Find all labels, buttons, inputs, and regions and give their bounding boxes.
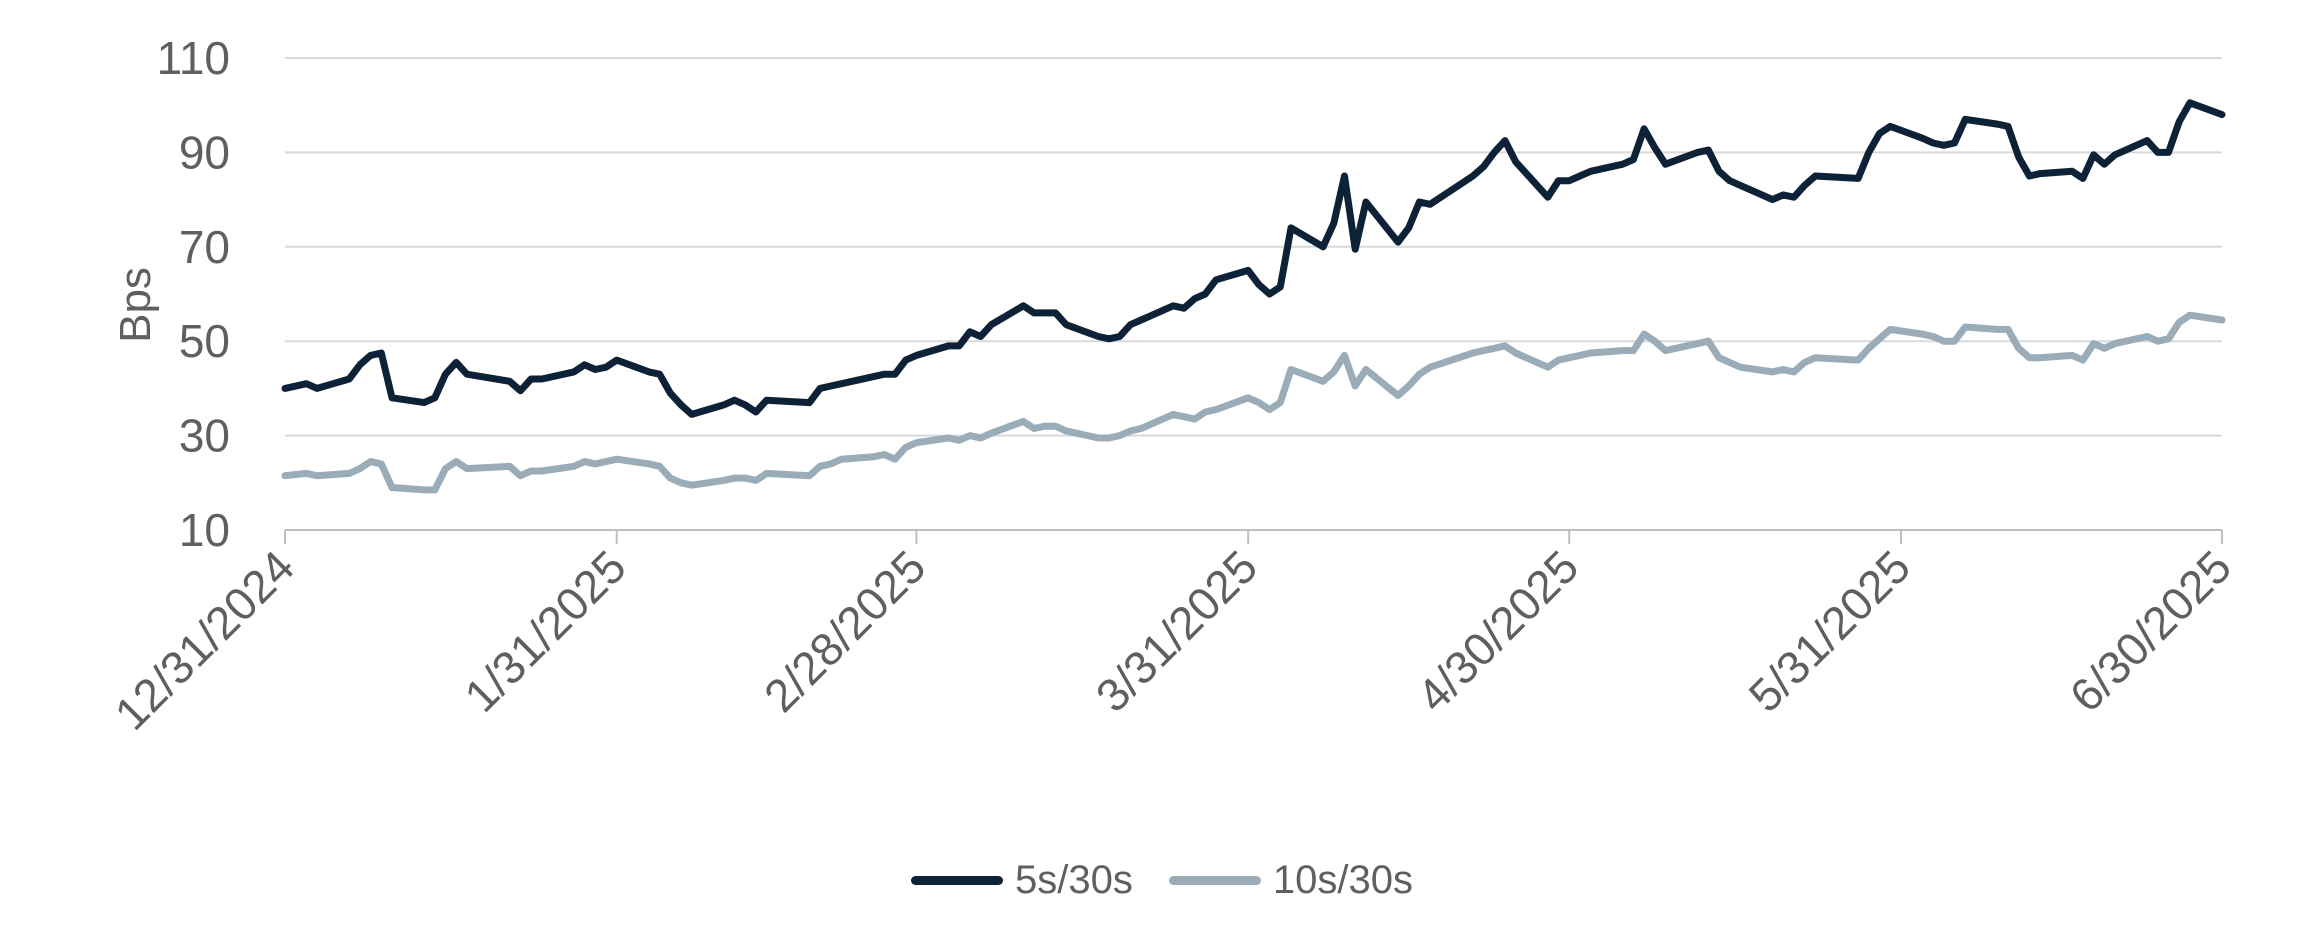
y-tick-label: 30	[179, 410, 230, 462]
y-axis-label: Bps	[111, 267, 160, 343]
series-line-10s30s	[281, 311, 2226, 494]
y-axis-ticks: 10 30 50 70 90 110	[157, 32, 230, 556]
x-tick-label: 6/30/2025	[2060, 540, 2241, 721]
x-tick-label: 1/31/2025	[454, 540, 635, 721]
y-tick-label: 70	[179, 221, 230, 273]
x-tick-label: 12/31/2024	[105, 540, 305, 740]
series-lines	[281, 99, 2226, 494]
series-line-5s30s	[281, 99, 2226, 418]
gridlines	[285, 57, 2222, 531]
x-tick-label: 3/31/2025	[1086, 540, 1267, 721]
legend-label-10s30s: 10s/30s	[1272, 857, 1413, 902]
y-tick-label: 90	[179, 126, 230, 178]
x-tick-label: 4/30/2025	[1407, 540, 1588, 721]
legend-label-5s30s: 5s/30s	[1015, 857, 1133, 902]
x-axis: 12/31/2024 1/31/2025 2/28/2025 3/31/2025 4/3…	[105, 530, 2241, 740]
x-tick-label: 5/31/2025	[1739, 540, 1920, 721]
legend-swatch-5s30s	[911, 875, 1004, 885]
x-tick-label: 2/28/2025	[754, 540, 935, 721]
legend-swatch-10s30s	[1168, 875, 1261, 885]
y-tick-label: 110	[157, 32, 230, 84]
y-tick-label: 50	[179, 315, 230, 367]
chart: 12/31/2024 1/31/2025 2/28/2025 3/31/2025 4/3…	[105, 32, 2242, 740]
legend: 5s/30s 10s/30s	[0, 850, 2324, 910]
legend-item-5s30s: 5s/30s	[911, 858, 1133, 903]
y-tick-label: 10	[179, 504, 230, 556]
legend-item-10s30s: 10s/30s	[1168, 857, 1413, 903]
